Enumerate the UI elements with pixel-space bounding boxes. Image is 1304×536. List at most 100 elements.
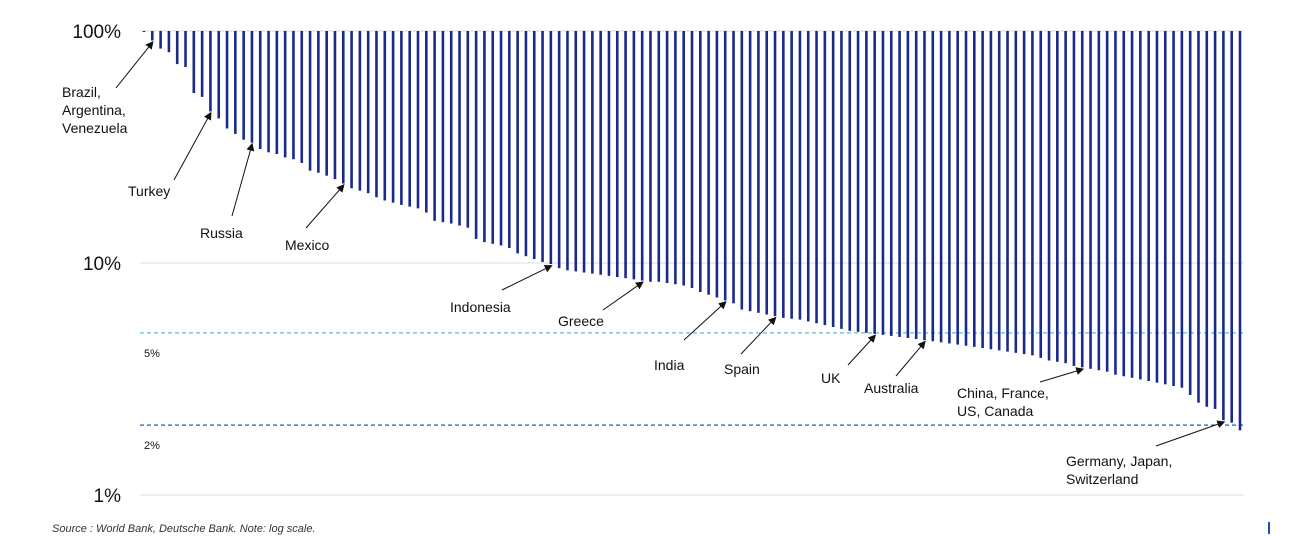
bar [151,31,154,41]
annotation-label: Russia [200,225,243,241]
bar [923,31,926,341]
bar [1097,31,1101,371]
bar [1163,31,1167,385]
bar [1080,31,1084,368]
y-axis-ticks: 100% 10% 1% [72,22,121,507]
annotation-arrow [847,334,877,366]
bar [782,31,785,318]
bar [566,31,569,271]
bar [200,31,204,97]
bar [815,31,818,324]
bar [1039,31,1043,358]
bar [715,31,719,298]
bar [267,31,270,153]
bar [591,31,594,274]
reference-lines: 5% 2% [140,332,1244,452]
source-note: Source : World Bank, Deutsche Bank. Note… [52,523,316,535]
bar [649,31,652,282]
bar [765,31,769,315]
bar [981,31,984,349]
bar [491,31,495,244]
bar [989,31,993,350]
annotation-label: Spain [724,361,760,377]
annotation-arrow [115,40,154,89]
bar [350,31,353,189]
bar [408,31,411,207]
y-tick-label: 10% [83,254,121,275]
bars [142,31,1242,431]
annotation-arrow [305,184,345,229]
bar [699,31,702,292]
bar [956,31,959,345]
bar [582,31,586,273]
bar [640,31,644,281]
bar [391,31,395,203]
bar [1114,31,1117,375]
bar [973,31,976,347]
bar [250,31,254,143]
bar [292,31,295,160]
bar [184,31,187,67]
annotation-arrow [231,142,255,217]
bar [375,31,378,198]
bar [275,31,279,155]
annotation-label: Switzerland [1066,471,1138,487]
bar [1147,31,1150,382]
bar [856,31,860,332]
bar [1213,31,1217,409]
bar [333,31,337,180]
bar [1238,31,1242,431]
bar [1172,31,1175,387]
bar [325,31,328,176]
bar [740,31,744,310]
annotation-label: US, Canada [957,403,1033,419]
bar [1222,31,1225,421]
bar [674,31,677,285]
bar [192,31,196,94]
bar [234,31,237,134]
bar [1155,31,1159,383]
bar [574,31,578,272]
bar [159,31,162,49]
bar [723,31,727,301]
bar [258,31,262,150]
bar [889,31,893,336]
bar [997,31,1001,351]
bar [1064,31,1067,364]
annotation-arrow [740,316,777,355]
bar [1072,31,1076,366]
bar [142,31,146,32]
annotation-arrow [1155,420,1226,447]
bar [665,31,669,283]
bar [690,31,694,289]
bar [823,31,827,326]
bar [939,31,943,343]
bar [607,31,611,276]
annotation-label: India [654,357,685,373]
annotation-label: Venezuela [62,120,128,136]
bar [1022,31,1026,355]
bar [615,31,619,278]
bar [831,31,835,327]
bar [881,31,885,335]
annotation-label: Turkey [128,183,170,199]
bar [657,31,661,282]
bar [499,31,503,246]
bar [964,31,968,346]
bar [707,31,710,295]
bar [1197,31,1200,403]
bar [632,31,636,280]
annotation-arrow [1039,367,1085,383]
bar [1031,31,1034,356]
bar [748,31,752,312]
bar [466,31,470,228]
annotation-label: China, France, [957,385,1049,401]
bar [532,31,536,260]
bar [1139,31,1142,380]
annotation-arrow [501,265,553,291]
bar [524,31,528,257]
bar [541,31,544,262]
bar [217,31,221,119]
annotation-label: Mexico [285,237,330,253]
bar [798,31,802,320]
